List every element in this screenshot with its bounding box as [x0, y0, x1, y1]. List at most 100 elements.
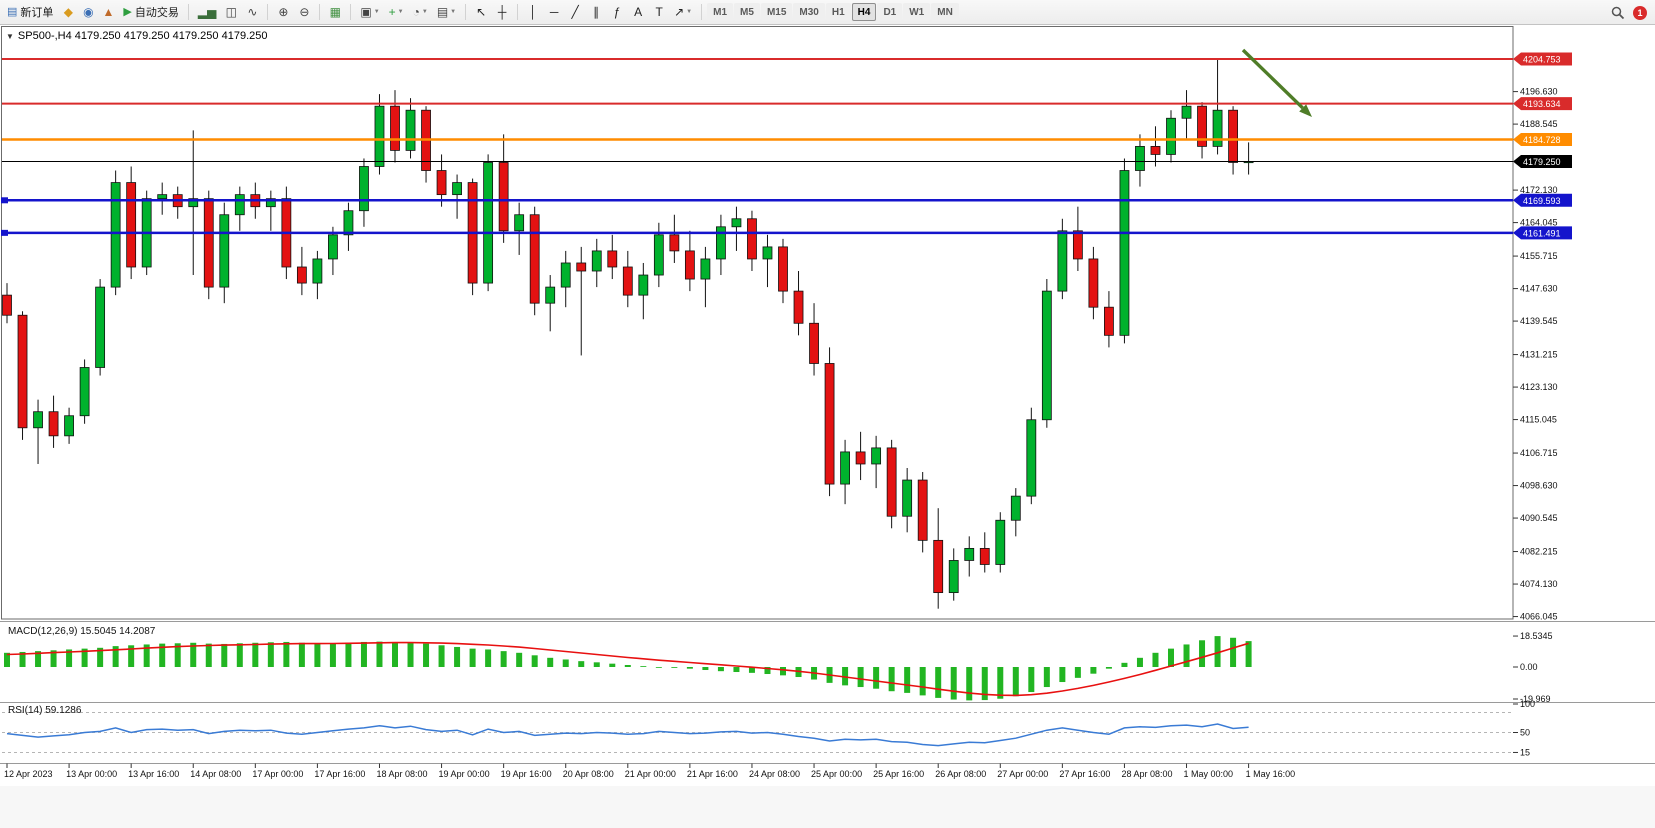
time-axis-label: 1 May 00:00 [1184, 769, 1234, 779]
candle-body [855, 451, 866, 465]
macd-histogram-bar [1012, 667, 1019, 697]
timeframe-M30[interactable]: M30 [793, 3, 825, 21]
templates-icon[interactable]: ▤ ▼ [433, 2, 460, 22]
candle-body [483, 162, 494, 284]
candle-body [840, 451, 850, 485]
trend-arrow-annotation[interactable] [1241, 48, 1312, 117]
grid-icon[interactable]: ▦ [325, 2, 345, 22]
cursor-icon[interactable]: ↖ [471, 2, 491, 22]
macd-histogram-bar [1028, 667, 1035, 693]
macd-histogram-bar [329, 643, 336, 667]
time-axis[interactable]: 12 Apr 2023 13 Apr 00:00 13 Apr 16:00 14 Ap… [4, 763, 1295, 780]
autotrading-button[interactable]: ▶ 自动交易 [119, 2, 182, 22]
price-badge [1513, 52, 1572, 66]
candle-body [95, 286, 106, 368]
search-icon[interactable] [1609, 4, 1627, 22]
horizontal-line-icon[interactable]: ─ [544, 2, 564, 22]
candle-body [979, 547, 990, 565]
zoom-in-icon[interactable]: ⊕ [273, 2, 293, 22]
shapes-icon: ↗ [674, 5, 685, 19]
timeframe-D1[interactable]: D1 [877, 3, 903, 21]
shapes-icon[interactable]: ↗ ▼ [670, 2, 696, 22]
label-icon[interactable]: T [649, 2, 669, 22]
candle-body [1181, 105, 1192, 119]
timeframe-M5[interactable]: M5 [734, 3, 760, 21]
candle-body [1057, 230, 1068, 292]
candle-body [1072, 230, 1083, 260]
time-axis-label: 26 Apr 08:00 [935, 769, 986, 779]
new-order-icon: ▤ [7, 5, 18, 18]
price-axis-label: 4074.130 [1520, 579, 1558, 589]
tile-windows-icon[interactable]: ▣ ▼ [356, 2, 383, 22]
candle-body [296, 266, 307, 284]
text-icon[interactable]: A [628, 2, 648, 22]
data-window-icon[interactable]: ◉ [78, 2, 98, 22]
new-order-button[interactable]: ▤ 新订单 [3, 2, 57, 22]
macd-histogram-bar [1105, 667, 1112, 669]
macd-histogram-bar [97, 647, 104, 667]
bar-chart-icon[interactable]: ▂▅ [194, 2, 220, 22]
macd-axis-label: 0.00 [1520, 662, 1538, 672]
line-anchor-marker[interactable] [1, 197, 8, 204]
candlestick-chart-icon: ◫ [225, 5, 238, 19]
macd-histogram-bar [267, 642, 274, 667]
rsi-line [6, 723, 1249, 747]
macd-histogram-bar [1230, 637, 1237, 667]
macd-histogram-bar [671, 667, 678, 668]
navigator-icon[interactable]: ▲ [98, 2, 118, 22]
candle-body [452, 182, 462, 196]
macd-histogram-bar [780, 667, 786, 676]
macd-histogram-bar [562, 659, 569, 667]
zoom-out-icon[interactable]: ⊖ [294, 2, 314, 22]
candle-body [576, 262, 587, 272]
rsi-panel: 100 50 15 [2, 699, 1535, 757]
candle-body [591, 250, 602, 272]
candle-body [529, 214, 540, 304]
macd-histogram-bar [314, 643, 321, 667]
vertical-line-icon[interactable]: │ [523, 2, 543, 22]
candle-body [126, 182, 137, 268]
line-anchor-marker[interactable] [1, 229, 8, 236]
horizontal-line-icon: ─ [549, 5, 559, 19]
cursor-icon: ↖ [476, 5, 487, 19]
candle-body [405, 109, 416, 151]
price-axis[interactable]: 4196.630 4188.545 4172.130 4164.045 4155.715… [1513, 87, 1558, 622]
notification-badge[interactable]: 1 [1633, 5, 1647, 20]
candle-body [436, 170, 447, 196]
candle-body [809, 322, 819, 364]
time-axis-label: 27 Apr 16:00 [1059, 769, 1110, 779]
market-watch-icon[interactable]: ◆ [58, 2, 78, 22]
macd-histogram-bar [640, 666, 647, 667]
time-axis-label: 21 Apr 00:00 [625, 769, 676, 779]
candle-body [390, 105, 400, 151]
timeframe-M1[interactable]: M1 [707, 3, 734, 21]
new-chart-icon[interactable]: + ▼ [385, 2, 408, 22]
macd-histogram-bar [1090, 667, 1097, 674]
timeframe-H4[interactable]: H4 [851, 3, 877, 21]
candle-body [762, 246, 773, 260]
timeframe-W1[interactable]: W1 [903, 3, 931, 21]
chart-menu-icon[interactable]: ▼ [6, 31, 14, 41]
trendline-icon[interactable]: ╱ [565, 2, 585, 22]
periods-icon[interactable]: ◔ ▼ [409, 2, 432, 22]
candlestick-chart-icon[interactable]: ◫ [221, 2, 241, 22]
macd-histogram-bar [35, 651, 42, 667]
chart-title-text: SP500-,H4 4179.250 4179.250 4179.250 417… [17, 30, 268, 42]
macd-histogram-bar [236, 643, 243, 667]
crosshair-icon[interactable]: ┼ [492, 2, 512, 22]
time-axis-label: 14 Apr 08:00 [190, 769, 241, 779]
macd-histogram-bar [1168, 648, 1174, 667]
candle-body [1119, 170, 1130, 336]
timeframe-M15[interactable]: M15 [760, 3, 793, 21]
timeframe-MN[interactable]: MN [931, 3, 959, 21]
toolbar: ▤ 新订单 ◆ ◉ ▲ ▶ 自动交易 ▂▅ ◫ ∿ ⊕ ⊖ ▦ ▣ ▼ + ▼ ◔ ▼ ▤ ▼ ↖ ┼ │ ─ ╱ ∥ ƒ A… [0, 0, 1655, 25]
fibonacci-icon[interactable]: ƒ [607, 2, 627, 22]
candle-body [1197, 105, 1207, 147]
equidistant-channel-icon[interactable]: ∥ [586, 2, 606, 22]
timeframe-H1[interactable]: H1 [825, 3, 851, 21]
line-chart-icon[interactable]: ∿ [242, 2, 262, 22]
time-axis-label: 19 Apr 16:00 [501, 769, 552, 779]
candle-body [622, 266, 633, 296]
macd-histogram-bar [159, 643, 166, 667]
